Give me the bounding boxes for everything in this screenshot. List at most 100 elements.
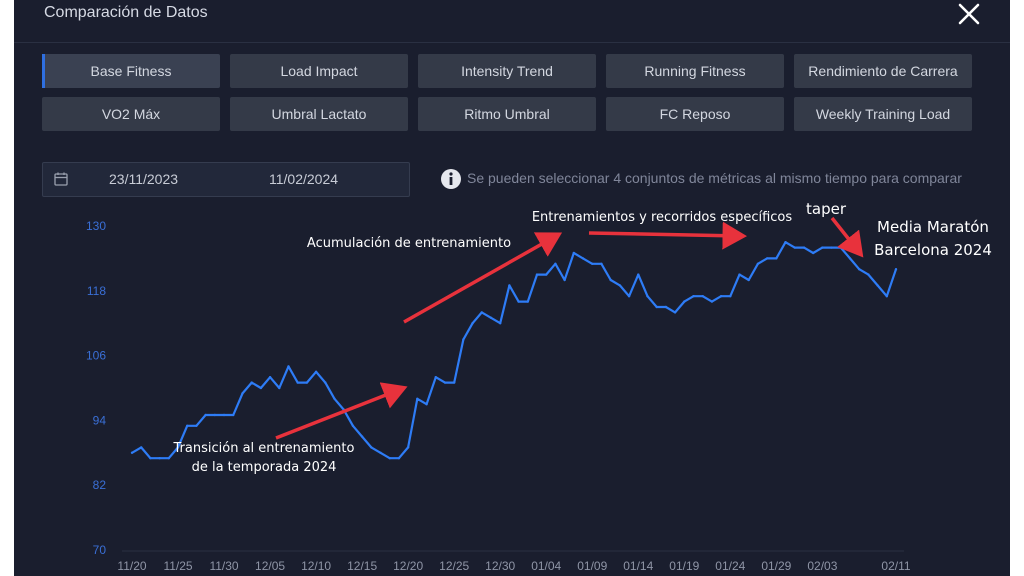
metric-button-running-fitness[interactable]: Running Fitness (606, 54, 784, 88)
data-point (176, 446, 180, 449)
data-point (462, 338, 465, 341)
data-point (471, 322, 474, 325)
metric-button-base-fitness[interactable]: Base Fitness (42, 54, 220, 88)
data-point (379, 451, 382, 454)
annotation-label: Media Maratón (877, 218, 989, 236)
data-point (388, 457, 391, 460)
date-range-picker[interactable]: 23/11/2023 11/02/2024 (42, 162, 410, 197)
data-point (563, 278, 566, 282)
metric-button-rendimiento-de-carrera[interactable]: Rendimiento de Carrera (794, 54, 972, 88)
data-point (848, 257, 852, 260)
data-point (324, 381, 327, 384)
data-point (250, 381, 253, 384)
data-point (664, 305, 668, 309)
info-text: Se pueden seleccionar 4 conjuntos de mét… (467, 170, 962, 186)
data-point (554, 262, 557, 265)
metric-button-ritmo-umbral[interactable]: Ritmo Umbral (418, 97, 596, 131)
x-tick-label: 01/09 (577, 559, 607, 573)
data-point (609, 278, 612, 282)
data-point (581, 257, 585, 260)
start-date[interactable]: 23/11/2023 (109, 171, 179, 187)
data-point (397, 457, 401, 460)
data-points (130, 241, 898, 460)
annotation-label: taper (806, 200, 847, 218)
data-point (821, 246, 824, 249)
annotation-arrow (275, 382, 408, 440)
data-point (425, 403, 428, 406)
data-point (370, 446, 373, 449)
x-tick-label: 12/20 (393, 559, 423, 573)
x-tick-label: 12/10 (301, 559, 331, 573)
data-point (360, 435, 364, 438)
x-tick-label: 01/19 (669, 559, 699, 573)
data-point (195, 424, 198, 427)
data-point (213, 413, 217, 417)
x-tick-label: 12/05 (255, 559, 285, 573)
metric-selector-grid: Base Fitness Load Impact Intensity Trend Ru… (42, 54, 987, 131)
x-tick-label: 02/03 (807, 559, 837, 573)
data-point (535, 273, 539, 276)
data-point (701, 295, 704, 298)
x-tick-label: 11/30 (209, 559, 238, 573)
data-point (434, 376, 437, 379)
data-point (719, 295, 723, 298)
data-point (637, 273, 640, 276)
data-point (876, 284, 879, 287)
x-tick-label: 12/25 (439, 559, 469, 573)
data-point (140, 446, 143, 449)
annotation-label: Entrenamientos y recorridos específicos (532, 210, 793, 225)
data-point (149, 457, 152, 460)
annotation-label: de la temporada 2024 (192, 460, 337, 475)
x-tick-label: 02/11 (881, 559, 910, 573)
end-date[interactable]: 11/02/2024 (269, 171, 339, 187)
annotation-arrow (830, 216, 864, 258)
close-icon[interactable] (956, 1, 982, 27)
data-point (830, 246, 833, 249)
comparison-dialog: Comparación de Datos Base Fitness Load Im… (14, 0, 1010, 576)
data-point (480, 311, 483, 314)
data-point (268, 376, 272, 379)
metric-button-load-impact[interactable]: Load Impact (230, 54, 408, 88)
data-point (452, 381, 456, 384)
data-point (351, 424, 355, 427)
data-point (673, 311, 677, 314)
annotation-label: Barcelona 2024 (874, 241, 992, 259)
data-point (655, 305, 658, 309)
data-point (885, 295, 888, 298)
data-point (683, 300, 686, 303)
y-tick-label: 118 (87, 284, 106, 298)
data-point (406, 446, 410, 449)
data-point (600, 262, 603, 265)
data-point (572, 251, 576, 255)
data-point (167, 457, 171, 460)
data-point (508, 284, 511, 287)
y-tick-label: 82 (93, 478, 107, 492)
x-tick-label: 01/14 (623, 559, 653, 573)
data-point (894, 268, 898, 271)
data-point (627, 295, 631, 298)
metric-button-vo2-m-x[interactable]: VO2 Máx (42, 97, 220, 131)
data-point (296, 381, 299, 384)
data-point (305, 381, 309, 384)
data-point (158, 457, 161, 460)
data-point (498, 322, 502, 325)
metric-button-intensity-trend[interactable]: Intensity Trend (418, 54, 596, 88)
metric-button-fc-reposo[interactable]: FC Reposo (606, 97, 784, 131)
y-tick-label: 130 (86, 219, 106, 233)
metric-button-umbral-lactato[interactable]: Umbral Lactato (230, 97, 408, 131)
data-point (738, 273, 741, 276)
data-point (545, 273, 548, 276)
data-point (278, 386, 281, 390)
annotation-arrow (588, 221, 747, 250)
data-point (839, 246, 842, 249)
base-fitness-chart: 130 118 106 94 82 70 11/20 11/25 11/30 12/05 12/10… (86, 200, 992, 573)
info-icon (440, 168, 462, 190)
data-point (222, 413, 226, 417)
data-point (130, 451, 134, 454)
dialog-title: Comparación de Datos (44, 4, 208, 21)
x-tick-label: 01/24 (715, 559, 745, 573)
x-tick-label: 12/30 (485, 559, 515, 573)
metric-button-weekly-training-load[interactable]: Weekly Training Load (794, 97, 972, 131)
data-point (241, 392, 244, 395)
data-point (784, 241, 787, 244)
